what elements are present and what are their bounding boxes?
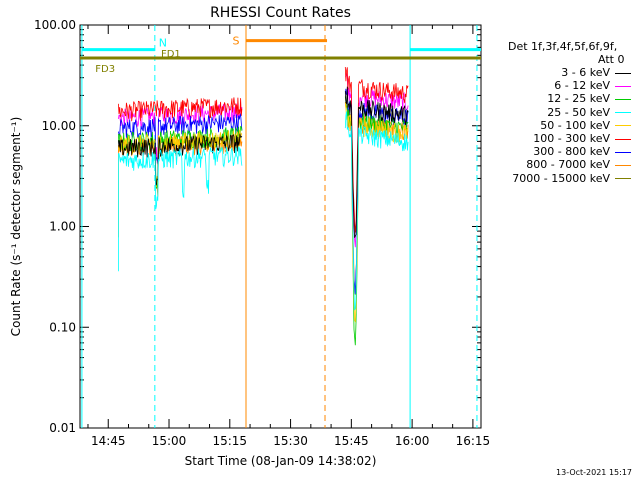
- legend-entry-label: 12 - 25 keV: [547, 92, 610, 106]
- legend-entry-swatch: [615, 125, 631, 127]
- legend-entry-swatch: [615, 85, 631, 87]
- legend-entry-swatch: [615, 98, 631, 100]
- series-6-to-12keV-trace: [345, 73, 409, 248]
- legend-entry: 6 - 12 keV: [554, 79, 631, 92]
- legend-entry-label: 7000 - 15000 keV: [512, 171, 610, 185]
- legend-entry-swatch: [615, 112, 631, 114]
- legend-entry-label: 3 - 6 keV: [561, 66, 610, 79]
- x-tick-label: 16:00: [395, 434, 430, 448]
- legend-entry-label: 25 - 50 keV: [547, 105, 610, 119]
- legend-entry-label: 800 - 7000 keV: [526, 158, 610, 172]
- legend-entry: 100 - 300 keV: [533, 132, 631, 145]
- x-tick-label: 15:45: [334, 434, 369, 448]
- legend-entry-label: 300 - 800 keV: [533, 145, 610, 159]
- series-25-to-50keV-trace: [118, 146, 243, 272]
- legend-header-attenuator: Att 0: [598, 53, 625, 66]
- y-axis-label: Count Rate (s⁻¹ detector segment⁻¹): [9, 117, 23, 337]
- fd1-flag-label: FD1: [161, 49, 181, 60]
- saa-flag-label: S: [233, 35, 240, 48]
- y-tick-label: 0.10: [49, 320, 76, 334]
- x-tick-label: 14:45: [91, 434, 126, 448]
- legend-entry: 50 - 100 keV: [540, 119, 631, 132]
- series-100-to-300keV-trace: [344, 66, 409, 233]
- x-tick-label: 15:30: [273, 434, 308, 448]
- legend-header-detectors: Det 1f,3f,4f,5f,6f,9f,: [508, 40, 618, 53]
- fd3-flag-label: FD3: [95, 64, 115, 75]
- x-tick-label: 16:15: [456, 434, 491, 448]
- legend-entry: 300 - 800 keV: [533, 145, 631, 158]
- legend-entry-swatch: [615, 178, 631, 180]
- x-axis-label: Start Time (08-Jan-09 14:38:02): [185, 454, 377, 468]
- legend-entry-swatch: [615, 72, 631, 74]
- legend-entry-swatch: [615, 138, 631, 140]
- series-12-to-25keV-trace: [344, 96, 409, 346]
- series-25-to-50keV-trace: [344, 111, 409, 311]
- y-tick-label: 1.00: [49, 220, 76, 234]
- series-300-to-800keV-trace: [118, 112, 243, 165]
- x-tick-label: 15:00: [152, 434, 187, 448]
- y-tick-label: 100.00: [34, 18, 76, 32]
- legend-entry-swatch: [615, 151, 631, 153]
- plot-frame: [79, 24, 482, 429]
- legend-entry: 7000 - 15000 keV: [512, 172, 631, 185]
- legend-entry-swatch: [615, 164, 631, 166]
- x-tick-label: 15:15: [212, 434, 247, 448]
- legend-entry: 25 - 50 keV: [547, 106, 631, 119]
- legend-entry-label: 6 - 12 keV: [554, 79, 610, 93]
- footer-timestamp: 13-Oct-2021 15:17: [556, 468, 632, 477]
- y-tick-label: 10.00: [42, 119, 76, 133]
- legend-entry: 3 - 6 keV: [561, 66, 631, 79]
- series-3-to-6keV-trace: [344, 86, 409, 238]
- night-flag-label: N: [159, 37, 167, 50]
- legend-entry: 12 - 25 keV: [547, 92, 631, 105]
- legend-entry-label: 100 - 300 keV: [533, 132, 610, 145]
- legend-entry: 800 - 7000 keV: [526, 158, 631, 171]
- y-tick-label: 0.01: [49, 421, 76, 435]
- legend-entry-label: 50 - 100 keV: [540, 118, 610, 132]
- chart-title: RHESSI Count Rates: [210, 5, 351, 21]
